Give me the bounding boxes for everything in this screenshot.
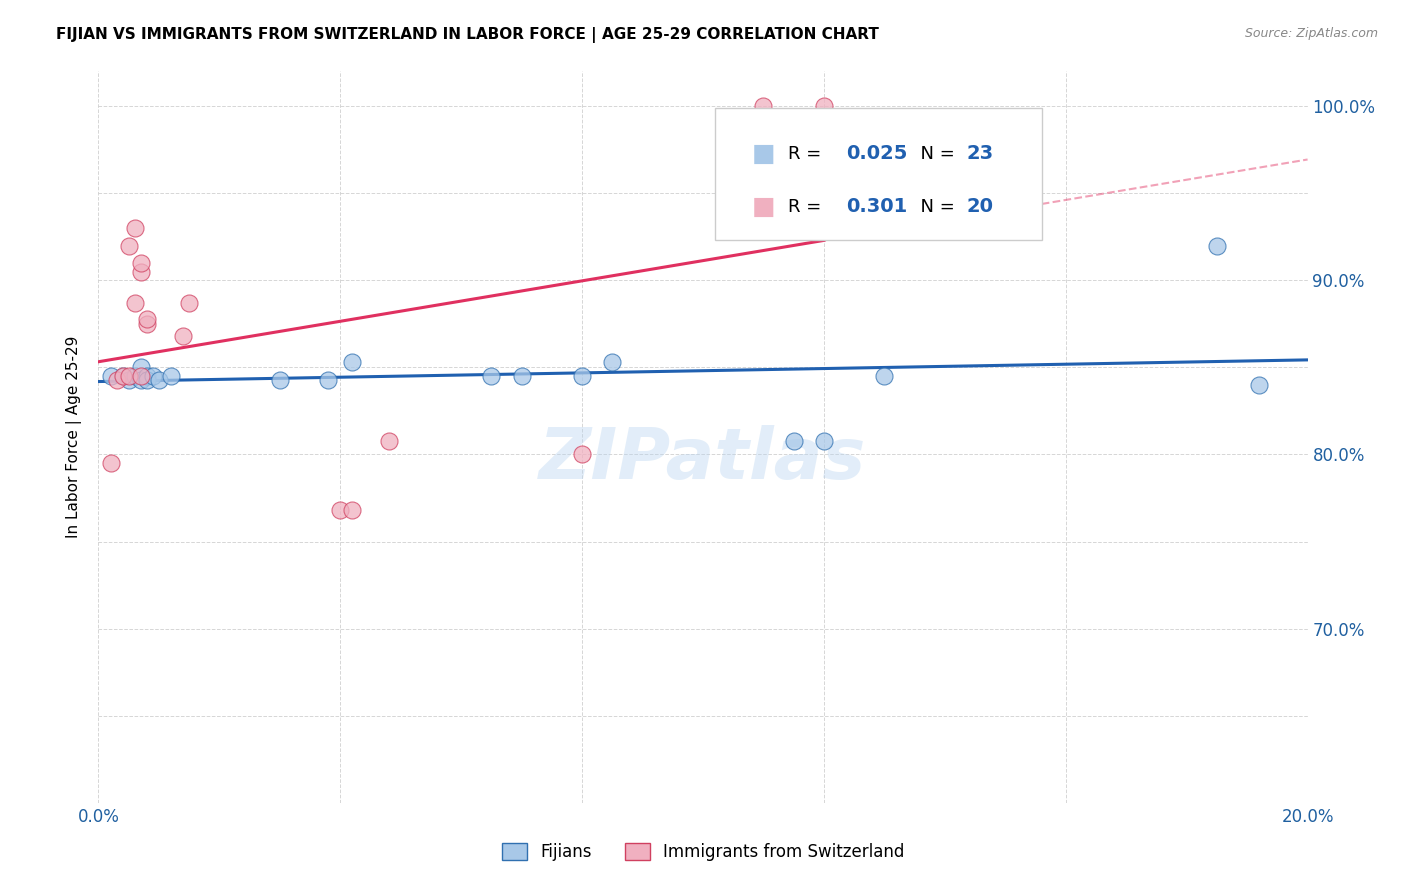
Point [129, 369, 152, 384]
Point [269, 373, 291, 387]
Point [135, 317, 157, 331]
Point [111, 369, 134, 384]
Point [124, 296, 146, 310]
Point [160, 369, 183, 384]
Text: FIJIAN VS IMMIGRANTS FROM SWITZERLAND IN LABOR FORCE | AGE 25-29 CORRELATION CHA: FIJIAN VS IMMIGRANTS FROM SWITZERLAND IN… [56, 27, 879, 43]
Point [124, 369, 146, 384]
Point [510, 369, 533, 384]
Point [118, 238, 141, 252]
Point [105, 373, 128, 387]
Point [172, 329, 194, 343]
Point [752, 99, 775, 113]
Point [342, 355, 364, 369]
Point [316, 373, 339, 387]
Point [813, 434, 835, 448]
Point [100, 369, 122, 384]
Text: N =: N = [908, 145, 960, 163]
Point [783, 434, 806, 448]
Point [571, 448, 593, 462]
Legend: Fijians, Immigrants from Switzerland: Fijians, Immigrants from Switzerland [495, 836, 911, 868]
Point [329, 503, 352, 517]
Point [142, 369, 165, 384]
Point [100, 456, 122, 470]
Point [148, 373, 170, 387]
Point [179, 296, 201, 310]
Point [118, 373, 141, 387]
Point [135, 369, 157, 384]
Point [135, 311, 157, 326]
Text: N =: N = [908, 197, 960, 216]
Point [118, 369, 141, 384]
Text: Source: ZipAtlas.com: Source: ZipAtlas.com [1244, 27, 1378, 40]
Text: 0.301: 0.301 [845, 197, 907, 216]
Point [377, 434, 399, 448]
Point [571, 369, 593, 384]
Text: 23: 23 [966, 145, 994, 163]
Text: ■: ■ [751, 194, 775, 219]
Point [135, 373, 157, 387]
Point [1249, 377, 1271, 392]
Text: R =: R = [787, 197, 827, 216]
Point [873, 369, 896, 384]
Text: 20: 20 [966, 197, 994, 216]
Point [342, 503, 364, 517]
Point [129, 265, 152, 279]
Text: R =: R = [787, 145, 827, 163]
Text: 0.025: 0.025 [845, 145, 907, 163]
Text: ZIPatlas: ZIPatlas [540, 425, 866, 493]
Point [111, 369, 134, 384]
Text: ■: ■ [751, 142, 775, 166]
Y-axis label: In Labor Force | Age 25-29: In Labor Force | Age 25-29 [66, 336, 83, 538]
Point [129, 256, 152, 270]
Point [602, 355, 624, 369]
Point [124, 221, 146, 235]
Point [813, 99, 835, 113]
Point [481, 369, 503, 384]
FancyBboxPatch shape [716, 108, 1042, 240]
Point [129, 373, 152, 387]
Point [129, 360, 152, 375]
Point [1206, 238, 1229, 252]
